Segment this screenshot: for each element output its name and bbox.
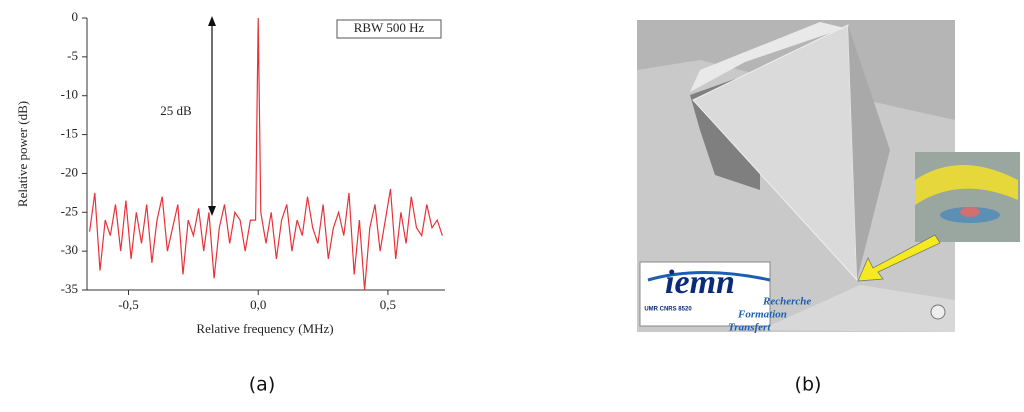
x-tick-label: 0,0 — [250, 297, 266, 312]
y-tick-label: 0 — [72, 9, 79, 24]
y-tick-label: -15 — [61, 126, 78, 141]
y-tick-label: -5 — [67, 48, 78, 63]
annotation: 25 dB — [160, 103, 192, 118]
y-tick-label: -10 — [61, 87, 78, 102]
panel-label: (a) — [249, 374, 275, 396]
x-axis-label: Relative frequency (MHz) — [196, 321, 333, 336]
logo-text: Transfert — [728, 322, 771, 334]
data-line — [90, 18, 443, 290]
logo-name: iemn — [665, 264, 735, 301]
y-tick-label: -30 — [61, 242, 78, 257]
y-tick-label: -25 — [61, 203, 78, 218]
figure: Relative power (dB) Relative frequency (… — [0, 0, 1024, 412]
panel-label: (b) — [795, 374, 822, 396]
logo-text: Formation — [737, 309, 787, 321]
x-tick-label: 0,5 — [380, 297, 396, 312]
annotation: RBW 500 Hz — [354, 20, 425, 35]
x-tick-label: -0,5 — [118, 297, 139, 312]
y-tick-label: -20 — [61, 164, 78, 179]
y-tick-label: -35 — [61, 281, 78, 296]
logo-text: Recherche — [762, 296, 811, 308]
y-axis-label: Relative power (dB) — [15, 101, 30, 207]
logo-unit: UMR CNRS 8520 — [644, 307, 692, 313]
